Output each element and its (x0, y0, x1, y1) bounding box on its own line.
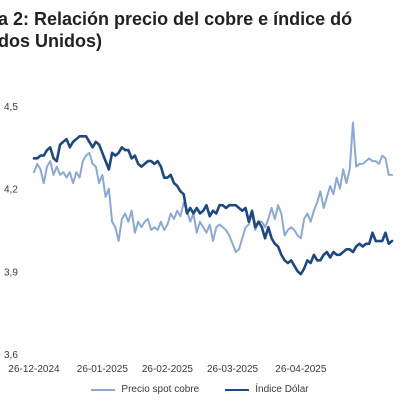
legend-item-dollar-index: Índice Dólar (225, 384, 309, 395)
line-chart: 3,6 3,9 4,2 4,5 26-12-2024 26-01-2025 26-02-2… (4, 102, 394, 375)
chart-title-line-2: dos Unidos) (0, 31, 102, 51)
x-tick-label: 26-01-2025 (77, 364, 129, 375)
series-line-copper (33, 121, 393, 254)
y-tick-label: 4,2 (4, 185, 18, 196)
y-tick-label: 3,6 (4, 350, 18, 361)
x-axis-labels: 26-12-2024 26-01-2025 26-02-2025 26-03-2025… (8, 364, 326, 375)
legend: Precio spot cobre Índice Dólar (0, 384, 400, 395)
legend-label-dollar-index: Índice Dólar (255, 384, 309, 395)
y-tick-label: 3,9 (4, 267, 18, 278)
x-tick-label: 26-12-2024 (8, 364, 60, 375)
y-tick-label: 4,5 (4, 102, 18, 113)
chart-title-line-1: a 2: Relación precio del cobre e índice … (0, 9, 353, 29)
x-tick-label: 26-03-2025 (207, 364, 259, 375)
legend-swatch-copper (91, 388, 116, 391)
x-tick-label: 26-04-2025 (275, 364, 327, 375)
series-layer (32, 121, 394, 276)
legend-item-copper: Precio spot cobre (91, 384, 199, 395)
legend-swatch-dollar-index (225, 388, 250, 391)
series-line-dollar-index (32, 135, 394, 276)
chart-title: a 2: Relación precio del cobre e índice … (0, 8, 400, 52)
x-tick-label: 26-02-2025 (142, 364, 194, 375)
legend-label-copper: Precio spot cobre (121, 384, 200, 395)
y-axis-labels: 3,6 3,9 4,2 4,5 (4, 102, 18, 361)
